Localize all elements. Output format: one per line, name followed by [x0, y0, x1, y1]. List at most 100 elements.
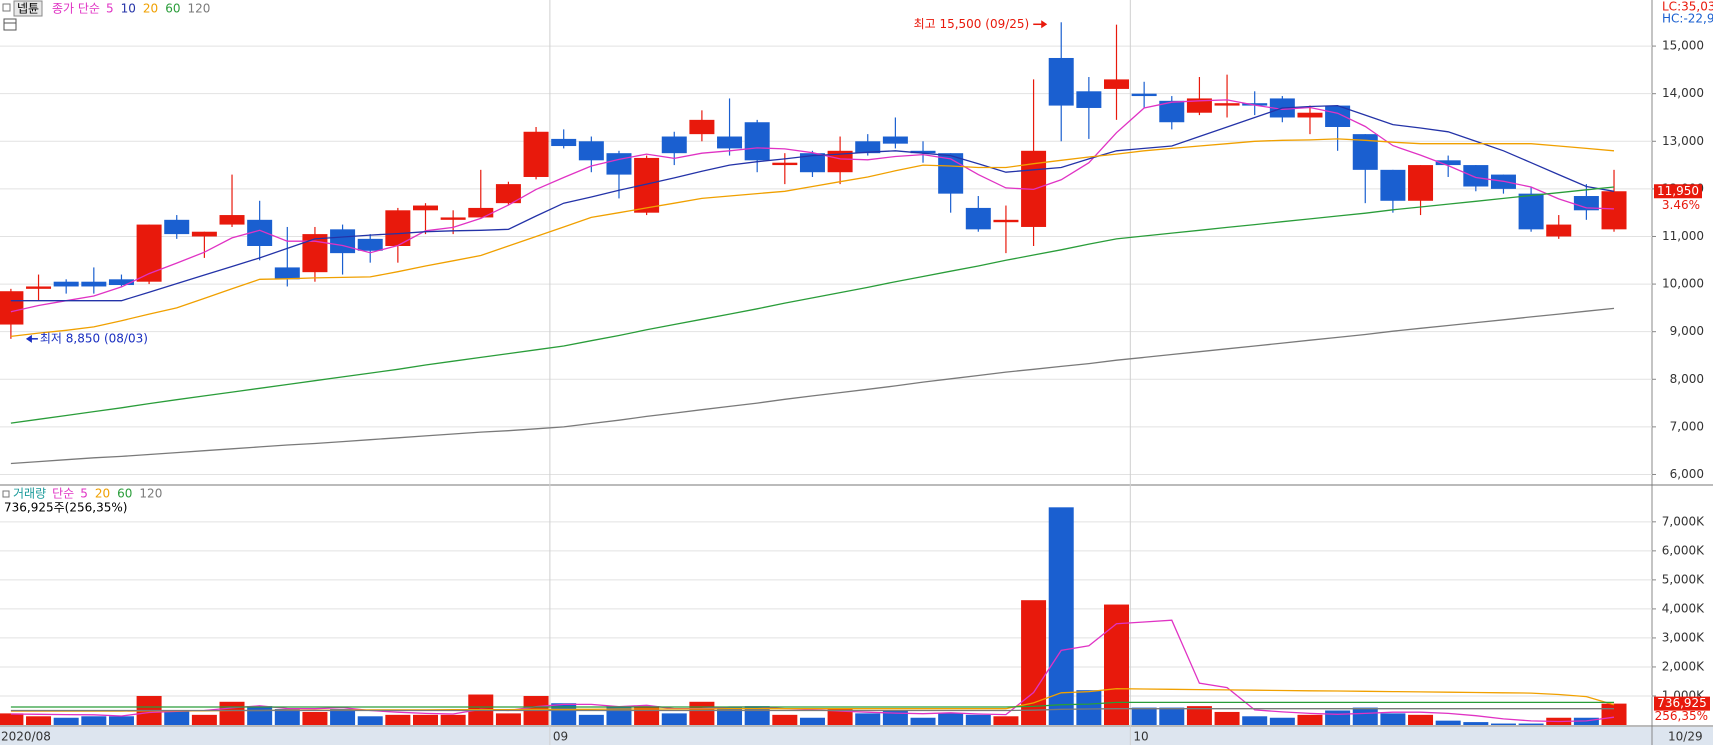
- candle-body: [578, 141, 604, 161]
- candle-body: [1131, 93, 1157, 97]
- legend-entry: 10: [121, 2, 136, 16]
- legend-entry: 120: [187, 2, 210, 16]
- candle-body: [136, 224, 162, 282]
- candle-body: [855, 141, 881, 154]
- candle-body: [413, 205, 438, 211]
- candle-body: [219, 215, 245, 225]
- volume-bar: [1490, 723, 1516, 725]
- volume-bar: [717, 707, 743, 725]
- y-tick-label: 4,000K: [1662, 601, 1705, 615]
- volume-bar: [1214, 711, 1240, 725]
- volume-bar: [993, 716, 1019, 725]
- volume-bar: [413, 714, 438, 725]
- volume-bar: [330, 709, 356, 725]
- ma-line: [10, 701, 1614, 708]
- volume-bar: [855, 713, 881, 725]
- volume-bar: [1380, 713, 1406, 725]
- legend-entry: 5: [106, 2, 114, 16]
- volume-bar: [1076, 690, 1102, 725]
- candle-body: [689, 119, 715, 135]
- volume-bar: [1242, 716, 1268, 725]
- volume-bar: [26, 716, 52, 725]
- volume-bar: [1186, 706, 1212, 725]
- candle-body: [0, 291, 24, 325]
- volume-bar: [1435, 720, 1461, 725]
- candle-body: [965, 207, 991, 230]
- change-label: 3.46%: [1662, 198, 1700, 212]
- y-tick-label: 14,000: [1662, 86, 1704, 100]
- panel-icon[interactable]: [2, 3, 11, 12]
- candle-body: [53, 281, 79, 287]
- volume-bar: [1159, 707, 1185, 725]
- candle-body: [191, 231, 217, 237]
- ma-line: [10, 104, 1615, 302]
- volume-bar: [1408, 714, 1434, 725]
- candle-body: [661, 136, 687, 154]
- volume-bar: [965, 714, 991, 725]
- candle-body: [302, 234, 328, 273]
- candle-body: [1104, 79, 1129, 89]
- y-tick-label: 2,000K: [1662, 659, 1705, 673]
- candle-body: [1214, 103, 1240, 106]
- stock-name[interactable]: 넵튠: [17, 2, 39, 16]
- volume-bar: [302, 711, 328, 725]
- candle-body: [468, 207, 494, 218]
- last-price-box: [1654, 184, 1702, 199]
- y-tick-label: 11,000: [1662, 229, 1704, 243]
- candle-body: [81, 281, 107, 287]
- volume-bar: [910, 717, 936, 725]
- candle-body: [108, 279, 134, 286]
- legend-label: 단순: [52, 487, 74, 501]
- candle-body: [385, 210, 411, 246]
- candle-body: [606, 153, 632, 175]
- candle-body: [1325, 105, 1351, 127]
- volume-bar: [1601, 703, 1627, 725]
- candle-body: [1601, 191, 1627, 230]
- candle-body: [1297, 112, 1323, 118]
- candle-body: [551, 138, 577, 147]
- y-tick-label: 15,000: [1662, 39, 1704, 53]
- y-tick-label: 5,000K: [1662, 572, 1705, 586]
- candle-body: [717, 136, 743, 149]
- volume-bar: [938, 713, 964, 725]
- last-volume-box: [1654, 696, 1710, 711]
- volume-bar: [1297, 714, 1323, 725]
- low-annotation: 최저 8,850 (08/03): [40, 331, 148, 345]
- legend-entry: 5: [80, 487, 88, 501]
- candle-body: [772, 162, 798, 166]
- date-axis-strip: [0, 727, 1713, 745]
- candle-body: [1435, 160, 1461, 166]
- legend-entry: 20: [143, 2, 158, 16]
- x-tick-label: 10/29: [1668, 730, 1703, 744]
- volume-bar: [440, 714, 466, 725]
- y-tick-label: 13,000: [1662, 134, 1704, 148]
- calendar-icon[interactable]: [3, 18, 17, 31]
- candle-body: [744, 122, 770, 161]
- volume-bar: [357, 716, 383, 725]
- candle-body: [1463, 165, 1489, 187]
- volume-bar: [247, 706, 273, 725]
- volume-change-label: 256,35%: [1655, 709, 1708, 723]
- last-volume-label: 736,925: [1657, 696, 1707, 710]
- y-tick-label: 3,000K: [1662, 630, 1705, 644]
- volume-bar: [799, 717, 825, 725]
- candle-body: [330, 229, 356, 254]
- panel-icon[interactable]: [2, 490, 10, 498]
- volume-bar: [882, 710, 908, 725]
- candle-body: [910, 150, 936, 154]
- candle-body: [1380, 169, 1406, 201]
- candle-body: [1048, 57, 1074, 106]
- stock-name-button[interactable]: [13, 0, 43, 17]
- candle-body: [993, 219, 1019, 223]
- volume-bar: [81, 716, 107, 725]
- volume-bar: [53, 717, 79, 725]
- volume-bar: [772, 714, 798, 725]
- candle-body: [357, 238, 383, 251]
- volume-bar: [578, 714, 604, 725]
- legend-entry: 120: [139, 487, 162, 501]
- volume-bar: [1104, 604, 1129, 725]
- candle-body: [440, 217, 466, 220]
